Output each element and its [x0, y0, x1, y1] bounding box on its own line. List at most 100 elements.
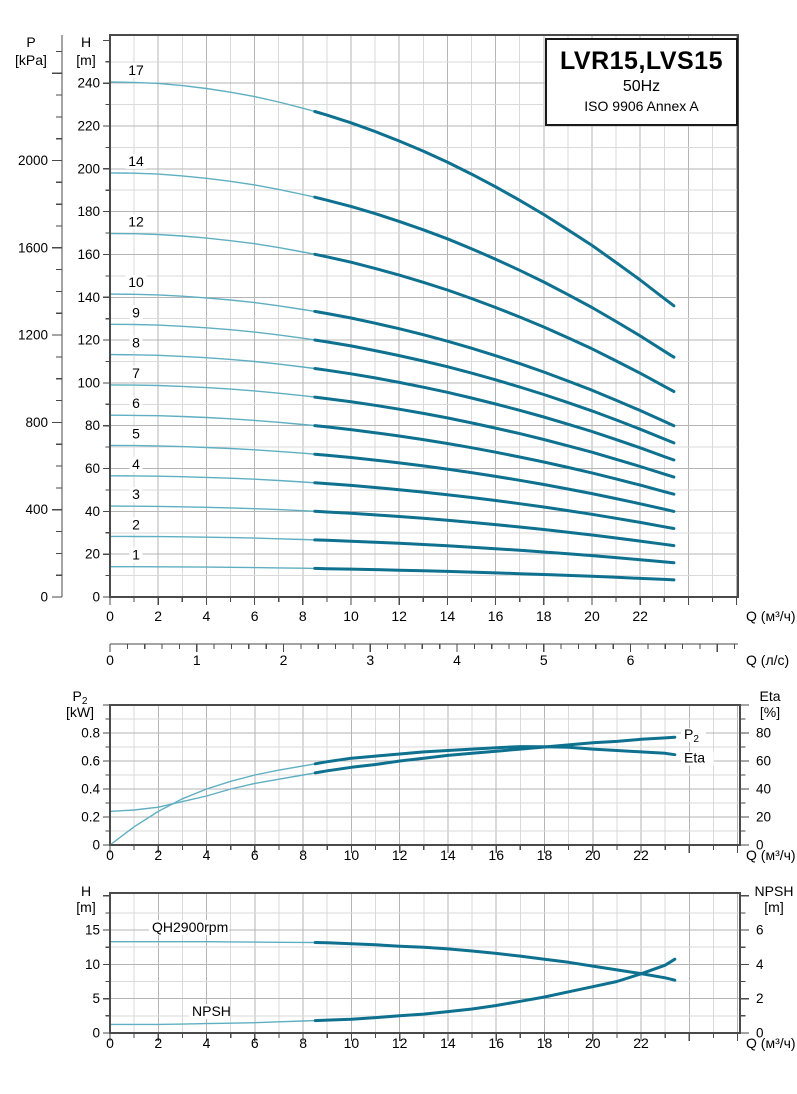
- curve-stage-2: 2: [109, 516, 676, 565]
- svg-text:10: 10: [344, 847, 360, 863]
- svg-text:Eta: Eta: [684, 750, 705, 766]
- svg-text:8: 8: [299, 608, 307, 624]
- power-efficiency-chart: P2Eta00.20.40.60.8P2[kW]020406080Eta[%]0…: [66, 688, 796, 863]
- svg-text:H: H: [81, 883, 91, 899]
- pe-flow-axis: 0 2 4 6 8 10 12 14 16 18 20 22 Q (м³/ч): [106, 845, 796, 863]
- svg-text:15: 15: [85, 923, 100, 938]
- svg-text:[kPa]: [kPa]: [15, 52, 47, 68]
- curve-stage-10: 10: [109, 274, 676, 428]
- svg-text:P2: P2: [684, 726, 699, 745]
- svg-text:H: H: [81, 34, 91, 50]
- svg-text:12: 12: [392, 847, 408, 863]
- curve-stage-14: 14: [109, 153, 676, 359]
- svg-text:14: 14: [128, 153, 144, 169]
- svg-text:2: 2: [154, 847, 162, 863]
- flow-axis-ls: 0 1 2 3 4 5 6 Q (л/с): [106, 643, 789, 668]
- svg-text:6: 6: [132, 395, 140, 411]
- svg-text:160: 160: [77, 247, 100, 262]
- svg-text:5: 5: [540, 652, 548, 668]
- curve-stage-4: 4: [109, 456, 676, 530]
- svg-text:18: 18: [536, 608, 552, 624]
- svg-text:180: 180: [77, 204, 100, 219]
- svg-text:[m]: [m]: [76, 52, 95, 68]
- svg-text:20: 20: [585, 1035, 601, 1051]
- frequency: 50Hz: [622, 78, 661, 95]
- svg-text:20: 20: [756, 810, 771, 825]
- power-axis: 0 0.2 0.4 0.6 0.8 P2[kW]: [66, 688, 110, 853]
- svg-text:0.2: 0.2: [81, 810, 100, 825]
- svg-text:0.8: 0.8: [81, 726, 100, 741]
- svg-text:60: 60: [85, 461, 100, 476]
- svg-text:14: 14: [440, 608, 456, 624]
- npsh-axis: 0 2 4 6 NPSH[m]: [740, 883, 793, 1041]
- svg-text:QH2900rpm: QH2900rpm: [152, 919, 228, 935]
- svg-text:0: 0: [106, 1035, 114, 1051]
- svg-text:4: 4: [203, 847, 211, 863]
- curve-stage-3: 3: [109, 486, 676, 548]
- svg-text:5: 5: [132, 426, 140, 442]
- svg-text:22: 22: [632, 608, 648, 624]
- svg-text:[m]: [m]: [764, 899, 783, 915]
- pe-curve-labels: P2 Eta: [681, 726, 714, 766]
- svg-text:[m]: [m]: [76, 899, 95, 915]
- svg-text:6: 6: [251, 608, 259, 624]
- svg-text:16: 16: [488, 608, 504, 624]
- svg-text:10: 10: [128, 274, 144, 290]
- head-axis: 0 20 40 60 80 100 120 140 160 180 200 220 240 H [m]: [76, 34, 110, 605]
- qn-flow-axis: 0 2 4 6 8 10 12 14 16 18 20 22 Q (м³/ч): [106, 1033, 796, 1051]
- svg-text:3: 3: [366, 652, 374, 668]
- svg-text:10: 10: [344, 1035, 360, 1051]
- qn-curve-labels: QH2900rpm NPSH: [149, 919, 231, 1019]
- flow-axis-m3h: 0 2 4 6 8 10 12 14 16 18 20 22 Q (м³/ч): [106, 597, 796, 624]
- svg-text:4: 4: [203, 1035, 211, 1051]
- svg-text:6: 6: [251, 1035, 259, 1051]
- svg-text:20: 20: [85, 547, 100, 562]
- svg-text:0: 0: [92, 1026, 100, 1041]
- svg-text:7: 7: [132, 365, 140, 381]
- svg-text:0.6: 0.6: [81, 754, 100, 769]
- svg-text:8: 8: [299, 847, 307, 863]
- curve-stage-9: 9: [109, 304, 676, 445]
- svg-text:100: 100: [77, 375, 100, 390]
- svg-text:14: 14: [440, 1035, 456, 1051]
- pressure-axis: 0 400 800 1200 1600 2000 P [kPa]: [15, 34, 63, 605]
- title-box: LVR15,LVS15 50Hz ISO 9906 Annex A: [545, 38, 738, 126]
- svg-text:120: 120: [77, 333, 100, 348]
- svg-text:12: 12: [128, 213, 144, 229]
- svg-text:2: 2: [132, 516, 140, 532]
- svg-text:60: 60: [756, 754, 771, 769]
- svg-text:2: 2: [154, 1035, 162, 1051]
- svg-text:10: 10: [343, 608, 359, 624]
- svg-text:0: 0: [106, 652, 114, 668]
- svg-text:[%]: [%]: [760, 704, 780, 720]
- svg-text:4: 4: [756, 957, 764, 972]
- svg-text:Q (м³/ч): Q (м³/ч): [746, 1035, 796, 1051]
- svg-text:NPSH: NPSH: [755, 883, 794, 899]
- svg-text:2: 2: [280, 652, 288, 668]
- svg-text:6: 6: [627, 652, 635, 668]
- svg-text:17: 17: [128, 62, 144, 78]
- svg-text:16: 16: [488, 1035, 504, 1051]
- pe-grid-horizontal: [110, 718, 740, 832]
- svg-text:4: 4: [132, 456, 140, 472]
- svg-text:1600: 1600: [18, 240, 48, 255]
- curve-stage-8: 8: [109, 335, 676, 462]
- pe-curves: [109, 735, 677, 846]
- svg-text:6: 6: [251, 847, 259, 863]
- svg-text:Q (л/с): Q (л/с): [746, 652, 789, 668]
- svg-text:140: 140: [77, 290, 100, 305]
- svg-text:10: 10: [85, 957, 100, 972]
- svg-text:2: 2: [154, 608, 162, 624]
- svg-text:12: 12: [392, 1035, 408, 1051]
- svg-text:Eta: Eta: [759, 688, 780, 704]
- svg-text:20: 20: [584, 608, 600, 624]
- svg-text:0: 0: [106, 608, 114, 624]
- svg-text:P: P: [26, 34, 35, 50]
- curve-stage-17: 17: [109, 62, 676, 308]
- svg-text:200: 200: [77, 161, 100, 176]
- svg-text:400: 400: [25, 502, 48, 517]
- svg-text:220: 220: [77, 118, 100, 133]
